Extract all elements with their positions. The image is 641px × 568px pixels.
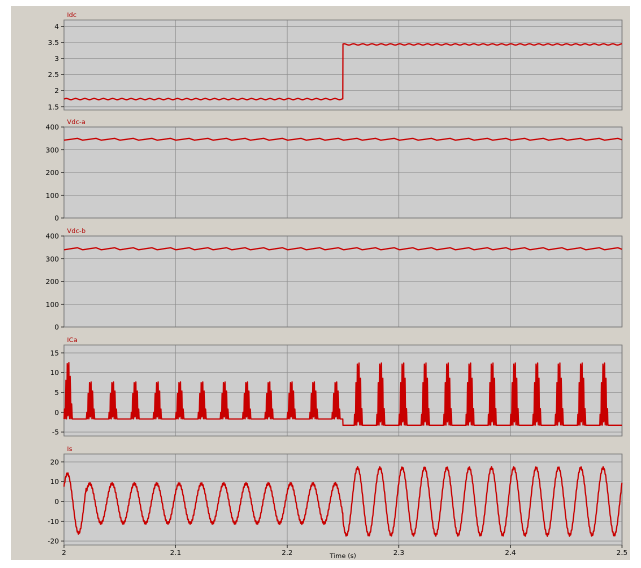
y-tick-label: 20 xyxy=(50,458,59,466)
y-tick-label: 1.5 xyxy=(48,103,59,111)
x-tick-label: 2 xyxy=(62,549,66,557)
y-tick-label: -10 xyxy=(48,518,59,526)
y-tick-label: 2.5 xyxy=(48,71,59,79)
series-Is xyxy=(63,466,623,537)
x-tick-label: 2.3 xyxy=(393,549,404,557)
panel-0: 1.5 2 2.5 3 3.5 4 Idc xyxy=(48,11,623,111)
panel-label: Is xyxy=(67,445,73,453)
plot-area xyxy=(64,454,622,545)
y-tick-label: -20 xyxy=(48,538,59,546)
x-tick-label: 2.5 xyxy=(616,549,627,557)
panel-label: ICa xyxy=(67,336,77,344)
y-tick-label: 0 xyxy=(55,498,59,506)
plot-frame xyxy=(63,453,623,546)
y-tick-label: 400 xyxy=(46,124,59,132)
panel-2: 0 100 200 300 400 Vdc-b xyxy=(46,227,623,332)
y-tick-label: 5 xyxy=(55,389,59,397)
y-tick-label: 0 xyxy=(55,409,59,417)
x-tick-label: 2.2 xyxy=(282,549,293,557)
y-tick-label: -5 xyxy=(52,429,59,437)
panel-1: 0 100 200 300 400 Vdc-a xyxy=(46,118,623,223)
y-tick-label: 300 xyxy=(46,255,59,263)
panel-label: Vdc-b xyxy=(67,227,86,235)
series-ICa xyxy=(63,362,623,426)
y-tick-label: 3.5 xyxy=(48,39,59,47)
y-tick-label: 400 xyxy=(46,233,59,241)
x-tick-label: 2.1 xyxy=(170,549,181,557)
series-Vdc-b xyxy=(63,247,623,251)
plot-frame xyxy=(63,344,623,437)
series-Vdc-a xyxy=(63,137,623,141)
y-tick-label: 2 xyxy=(55,87,59,95)
y-tick-label: 0 xyxy=(55,324,59,332)
y-tick-label: 300 xyxy=(46,146,59,154)
y-tick-label: 10 xyxy=(50,369,59,377)
x-tick-label: 2.4 xyxy=(505,549,517,557)
x-axis-label: Time (s) xyxy=(329,552,356,560)
y-tick-label: 4 xyxy=(55,23,60,31)
plot-frame xyxy=(63,19,623,111)
y-tick-label: 200 xyxy=(46,169,59,177)
panel-label: Vdc-a xyxy=(67,118,85,126)
y-tick-label: 15 xyxy=(50,349,59,357)
panel-label: Idc xyxy=(67,11,77,19)
series-Idc xyxy=(63,43,623,101)
y-tick-label: 200 xyxy=(46,278,59,286)
y-tick-label: 100 xyxy=(46,192,59,200)
y-tick-label: 0 xyxy=(55,215,59,223)
y-tick-label: 3 xyxy=(55,55,59,63)
y-tick-label: 10 xyxy=(50,478,59,486)
panel-3: -5 0 5 10 15 ICa xyxy=(50,336,623,437)
panel-4: -20 -10 0 10 20 Is xyxy=(48,445,623,546)
y-tick-label: 100 xyxy=(46,301,59,309)
